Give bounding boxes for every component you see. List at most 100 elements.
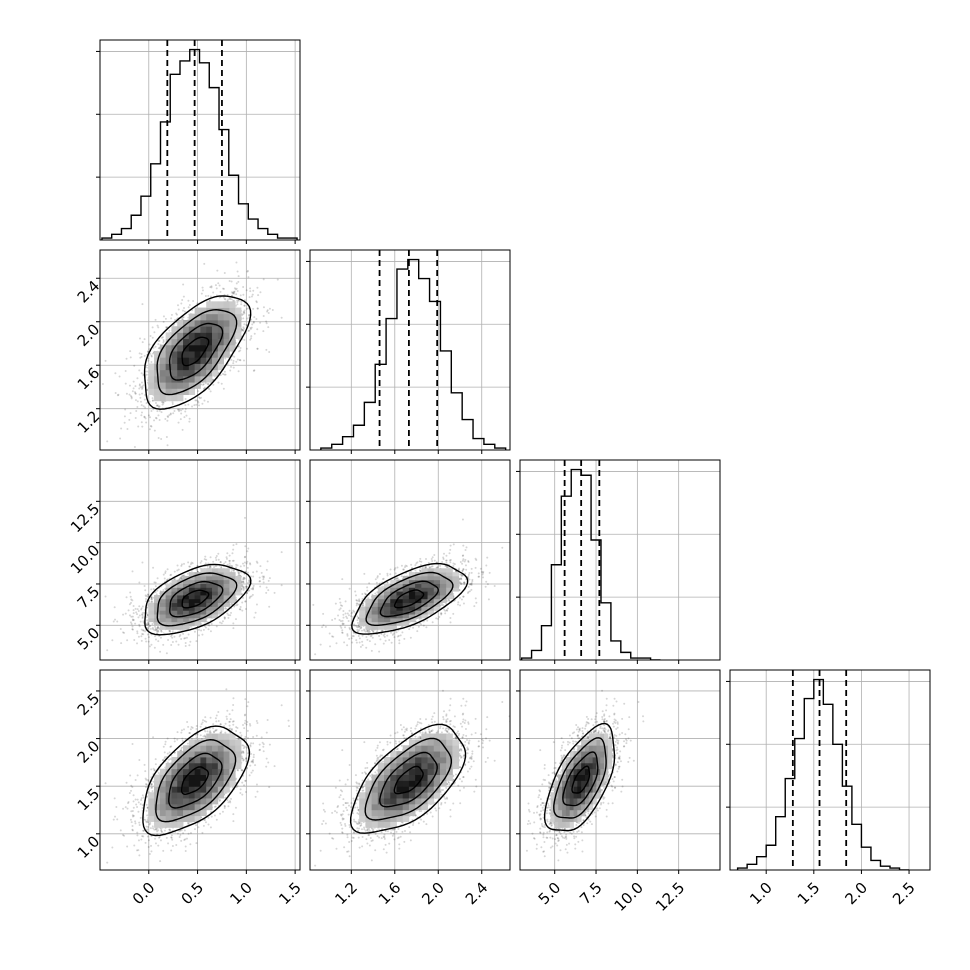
sample-point <box>260 571 263 574</box>
sample-point <box>268 307 271 310</box>
sample-point <box>150 361 153 364</box>
sample-point <box>116 394 119 397</box>
sample-point <box>138 383 141 386</box>
sample-point <box>180 409 183 412</box>
sample-point <box>238 571 241 574</box>
sample-point <box>262 278 265 281</box>
sample-point <box>154 581 157 584</box>
density-cell <box>223 338 230 346</box>
sample-point <box>166 444 169 447</box>
sample-point <box>246 581 249 584</box>
sample-point <box>228 279 231 282</box>
sample-point <box>173 578 176 581</box>
sample-point <box>130 396 133 399</box>
sample-point <box>209 556 212 559</box>
density-cell <box>188 382 196 389</box>
sample-point <box>197 401 200 404</box>
density-cell <box>194 307 201 315</box>
sample-point <box>144 406 147 409</box>
sample-point <box>175 313 178 316</box>
sample-point <box>214 556 217 559</box>
sample-point <box>230 298 233 301</box>
panel-frame <box>99 249 301 451</box>
sample-point <box>265 322 268 325</box>
sample-point <box>157 629 160 632</box>
sample-point <box>241 328 244 331</box>
sample-point <box>140 404 143 407</box>
density-cell <box>217 344 225 352</box>
sample-point <box>230 280 233 283</box>
sample-point <box>165 326 168 329</box>
density-cell <box>217 363 225 371</box>
sample-point <box>266 560 269 563</box>
sample-point <box>200 396 203 399</box>
sample-point <box>244 516 247 519</box>
density-cell <box>200 357 207 364</box>
sample-point <box>232 291 235 294</box>
sample-point <box>160 629 163 632</box>
sample-point <box>143 415 146 418</box>
sample-point <box>240 303 243 306</box>
sample-point <box>180 575 183 578</box>
sample-point <box>144 630 147 633</box>
density-cell <box>235 332 242 340</box>
sample-point <box>249 563 252 566</box>
density-cell <box>171 394 178 402</box>
sample-point <box>143 398 146 401</box>
sample-point <box>149 352 152 355</box>
sample-point <box>160 336 163 339</box>
density-cell <box>194 382 201 389</box>
sample-point <box>150 596 153 599</box>
sample-point <box>145 623 148 626</box>
histogram-step <box>320 258 507 450</box>
sample-point <box>165 326 168 329</box>
sample-point <box>215 555 218 558</box>
sample-point <box>137 635 140 638</box>
sample-point <box>256 347 259 350</box>
sample-point <box>199 561 202 564</box>
sample-point <box>249 327 252 330</box>
sample-point <box>179 577 182 580</box>
density-cell <box>188 369 196 377</box>
sample-point <box>145 402 148 405</box>
sample-point <box>203 399 206 402</box>
sample-point <box>242 286 245 289</box>
sample-point <box>157 405 160 408</box>
sample-point <box>224 357 227 360</box>
density-cell <box>183 326 190 333</box>
density-cell <box>148 388 155 396</box>
sample-point <box>157 326 160 329</box>
density-cell <box>212 369 219 377</box>
sample-point <box>114 372 117 375</box>
sample-point <box>124 612 127 615</box>
sample-point <box>184 408 187 411</box>
sample-point <box>157 404 160 407</box>
sample-point <box>147 357 150 360</box>
sample-point <box>177 408 180 411</box>
sample-point <box>262 581 265 584</box>
sample-point <box>118 375 121 378</box>
sample-point <box>235 282 238 285</box>
sample-point <box>237 275 240 278</box>
sample-point <box>249 338 252 341</box>
sample-point <box>142 405 145 408</box>
density-cell <box>229 326 236 333</box>
sample-point <box>204 382 207 385</box>
sample-point <box>157 437 160 440</box>
sample-point <box>177 643 180 646</box>
sample-point <box>180 564 183 567</box>
sample-point <box>157 625 160 628</box>
sample-point <box>154 416 157 419</box>
sample-point <box>233 569 236 572</box>
sample-point <box>132 387 135 390</box>
sample-point <box>137 610 140 613</box>
sample-point <box>140 353 143 356</box>
sample-point <box>153 581 156 584</box>
sample-point <box>236 358 239 361</box>
density-cell <box>235 326 242 333</box>
sample-point <box>139 396 142 399</box>
sample-point <box>192 299 195 302</box>
sample-point <box>265 568 268 571</box>
sample-point <box>136 377 139 380</box>
